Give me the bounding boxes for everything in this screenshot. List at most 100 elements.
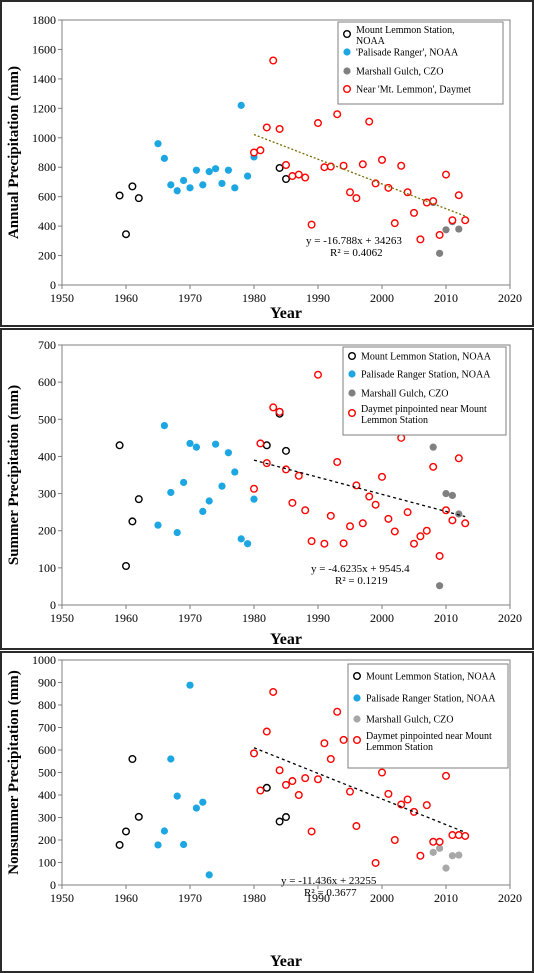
data-point xyxy=(301,506,310,515)
y-axis-title: Annual Precipitation (mm) xyxy=(6,66,22,239)
data-point xyxy=(231,468,239,476)
x-tick-label: 1990 xyxy=(306,291,330,305)
data-point xyxy=(134,495,143,504)
y-tick-label: 300 xyxy=(38,487,56,501)
legend-box xyxy=(347,663,509,769)
x-tick-label: 2000 xyxy=(370,891,394,905)
x-tick-label: 1950 xyxy=(50,611,74,625)
data-point xyxy=(333,707,342,716)
y-tick-label: 0 xyxy=(50,278,56,292)
legend-label: Mount Lemmon Station, NOAA xyxy=(356,25,455,47)
data-point xyxy=(320,539,329,548)
data-point xyxy=(320,739,329,748)
data-point xyxy=(378,155,387,164)
data-point xyxy=(275,407,284,416)
data-point xyxy=(256,439,265,448)
data-point xyxy=(455,225,463,233)
data-point xyxy=(121,230,130,239)
series-2 xyxy=(154,681,213,879)
x-tick-label: 1970 xyxy=(178,611,202,625)
data-point xyxy=(326,162,335,171)
x-tick-label: 1990 xyxy=(306,891,330,905)
data-point xyxy=(160,422,168,430)
data-point xyxy=(160,154,168,162)
data-point xyxy=(128,755,137,764)
data-point xyxy=(186,439,194,448)
x-tick-label: 1980 xyxy=(242,891,266,905)
data-point xyxy=(314,775,323,784)
data-point xyxy=(326,755,335,764)
legend-label: Daymet pinpointed near Mount Lemmon Stati… xyxy=(366,731,492,753)
x-tick-label: 2010 xyxy=(434,291,458,305)
y-tick-label: 900 xyxy=(38,676,56,690)
data-point xyxy=(410,539,419,548)
data-point xyxy=(282,174,291,183)
data-point xyxy=(160,827,168,835)
data-point xyxy=(173,528,181,537)
data-point xyxy=(121,562,130,571)
legend-label: Mount Lemmon Station, NOAA xyxy=(366,672,497,683)
data-point xyxy=(333,110,342,119)
data-point xyxy=(154,521,162,529)
series-4 xyxy=(249,56,470,244)
trend-equation: y = -16.788x + 34263 xyxy=(306,235,402,247)
trend-equation: y = -4.6235x + 9545.4 xyxy=(311,563,410,575)
data-point xyxy=(307,827,316,836)
y-tick-label: 100 xyxy=(38,856,56,870)
data-point xyxy=(429,443,437,451)
data-point xyxy=(192,443,200,451)
data-point xyxy=(115,840,124,849)
x-tick-label: 2010 xyxy=(434,891,458,905)
data-point xyxy=(416,235,425,244)
data-point xyxy=(256,786,265,795)
data-point xyxy=(282,813,291,822)
series-3 xyxy=(429,844,463,872)
data-point xyxy=(384,183,393,192)
y-tick-label: 1000 xyxy=(32,131,56,145)
data-point xyxy=(237,535,245,543)
y-tick-label: 200 xyxy=(38,249,56,263)
legend-marker xyxy=(343,48,351,56)
data-point xyxy=(282,780,291,789)
series-3 xyxy=(429,443,463,590)
data-point xyxy=(154,841,162,849)
y-tick-label: 200 xyxy=(38,524,56,538)
legend-label: Palisade Ranger Station, NOAA xyxy=(361,370,491,381)
legend-label: Marshall Gulch, CZO xyxy=(356,67,444,78)
series-1 xyxy=(115,163,291,239)
legend-label: Marshall Gulch, CZO xyxy=(361,389,449,400)
data-point xyxy=(269,687,278,696)
data-point xyxy=(403,188,412,197)
data-point xyxy=(397,433,406,442)
data-point xyxy=(358,160,367,169)
series-4 xyxy=(249,370,470,560)
x-tick-label: 2000 xyxy=(370,611,394,625)
data-point xyxy=(461,831,470,840)
legend-label: Daymet pinpointed near Mount Lemmon Stati… xyxy=(361,404,487,426)
y-tick-label: 1000 xyxy=(32,653,56,667)
data-point xyxy=(134,194,143,203)
data-point xyxy=(390,219,399,228)
data-point xyxy=(282,465,291,474)
data-point xyxy=(378,768,387,777)
legend-label: Mount Lemmon Station, NOAA xyxy=(361,352,492,363)
x-tick-label: 1970 xyxy=(178,891,202,905)
data-point xyxy=(454,454,463,463)
data-point xyxy=(461,519,470,528)
x-tick-label: 1950 xyxy=(50,891,74,905)
y-tick-label: 1800 xyxy=(32,13,56,27)
y-tick-label: 800 xyxy=(38,160,56,174)
data-point xyxy=(429,462,438,471)
data-point xyxy=(384,789,393,798)
data-point xyxy=(294,471,303,480)
data-point xyxy=(128,517,137,526)
data-point xyxy=(416,851,425,860)
legend-marker xyxy=(348,389,356,397)
data-point xyxy=(218,482,226,490)
data-point xyxy=(307,537,316,546)
data-point xyxy=(410,807,419,816)
r-squared: R² = 0.1219 xyxy=(335,575,388,587)
data-point xyxy=(442,170,451,179)
data-point xyxy=(180,840,188,849)
data-point xyxy=(378,472,387,481)
